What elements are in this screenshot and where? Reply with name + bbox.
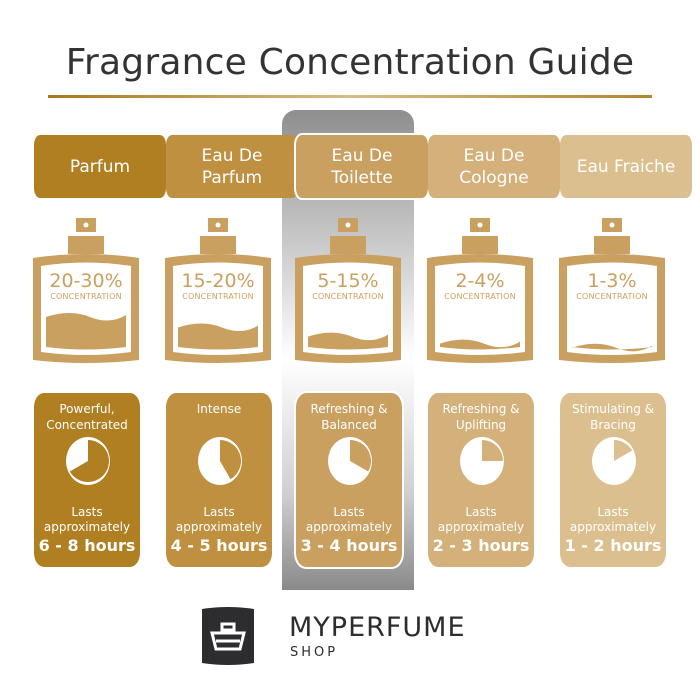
myperfume-logo-icon bbox=[202, 607, 254, 665]
descriptor: Stimulating & Bracing bbox=[571, 402, 655, 432]
concentration-word: CONCENTRATION bbox=[182, 292, 254, 301]
concentration-word: CONCENTRATION bbox=[444, 292, 516, 301]
duration: 1 - 2 hours bbox=[564, 536, 662, 555]
clock-pie-icon bbox=[460, 437, 504, 485]
brand-name: MYPERFUME bbox=[289, 612, 466, 643]
bottle-icon bbox=[559, 218, 665, 363]
duration: 4 - 5 hours bbox=[170, 536, 268, 555]
clock-pie-icon bbox=[592, 437, 636, 485]
liquid-level bbox=[178, 323, 258, 350]
concentration-percent: 1-3% bbox=[587, 270, 637, 292]
bottle-icon bbox=[295, 218, 401, 363]
descriptor: Refreshing & Uplifting bbox=[442, 402, 520, 432]
longevity-card: Stimulating & Bracing Lasts approximatel… bbox=[560, 393, 666, 567]
title-underline bbox=[48, 95, 652, 98]
liquid-level bbox=[46, 313, 126, 350]
duration: 2 - 3 hours bbox=[432, 536, 530, 555]
liquid-level bbox=[440, 339, 520, 350]
concentration-word: CONCENTRATION bbox=[50, 292, 122, 301]
longevity-card: Intense Lasts approximately 4 - 5 hours bbox=[166, 393, 272, 567]
column-1: Eau De Parfum 15-20% CONCENTRATION Inten… bbox=[148, 0, 298, 600]
concentration-word: CONCENTRATION bbox=[312, 292, 384, 301]
column-3: Eau De Cologne 2-4% CONCENTRATION Refres… bbox=[410, 0, 560, 600]
column-2: Eau De Toilette 5-15% CONCENTRATION Refr… bbox=[278, 0, 430, 600]
type-label: Eau De Cologne bbox=[428, 135, 560, 198]
bottle-icon bbox=[165, 218, 271, 363]
descriptor: Intense bbox=[196, 402, 242, 416]
descriptor: Powerful, Concentrated bbox=[46, 402, 128, 432]
type-label: Eau De Toilette bbox=[294, 133, 430, 200]
concentration-percent: 2-4% bbox=[455, 270, 505, 292]
clock-pie-icon bbox=[66, 437, 110, 485]
clock-pie-icon bbox=[198, 437, 242, 485]
lasts-label: Lasts approximately bbox=[175, 505, 263, 534]
liquid-level bbox=[572, 343, 652, 352]
descriptor: Refreshing & Balanced bbox=[310, 402, 388, 432]
type-label: Parfum bbox=[34, 135, 166, 198]
longevity-card: Powerful, Concentrated Lasts approximate… bbox=[34, 393, 140, 567]
liquid-level bbox=[308, 332, 388, 350]
longevity-card: Refreshing & Balanced Lasts approximatel… bbox=[294, 391, 404, 569]
concentration-percent: 20-30% bbox=[49, 270, 123, 292]
brand-sub: SHOP bbox=[290, 645, 339, 660]
duration: 3 - 4 hours bbox=[300, 536, 398, 555]
lasts-label: Lasts approximately bbox=[569, 505, 657, 534]
concentration-word: CONCENTRATION bbox=[576, 292, 648, 301]
longevity-card: Refreshing & Uplifting Lasts approximate… bbox=[428, 393, 534, 567]
lasts-label: Lasts approximately bbox=[43, 505, 131, 534]
lasts-label: Lasts approximately bbox=[437, 505, 525, 534]
duration: 6 - 8 hours bbox=[38, 536, 136, 555]
column-4: Eau Fraiche 1-3% CONCENTRATION Stimulati… bbox=[542, 0, 692, 600]
concentration-percent: 5-15% bbox=[317, 270, 379, 292]
clock-pie-icon bbox=[328, 437, 372, 485]
page-title: Fragrance Concentration Guide bbox=[65, 42, 635, 83]
column-0: Parfum 20-30% CONCENTRATION Powerful, Co… bbox=[16, 0, 166, 600]
bottle-icon bbox=[33, 218, 139, 363]
type-label: Eau De Parfum bbox=[166, 135, 298, 198]
lasts-label: Lasts approximately bbox=[305, 505, 393, 534]
concentration-percent: 15-20% bbox=[181, 270, 255, 292]
type-label: Eau Fraiche bbox=[560, 135, 692, 198]
bottle-icon bbox=[427, 218, 533, 363]
